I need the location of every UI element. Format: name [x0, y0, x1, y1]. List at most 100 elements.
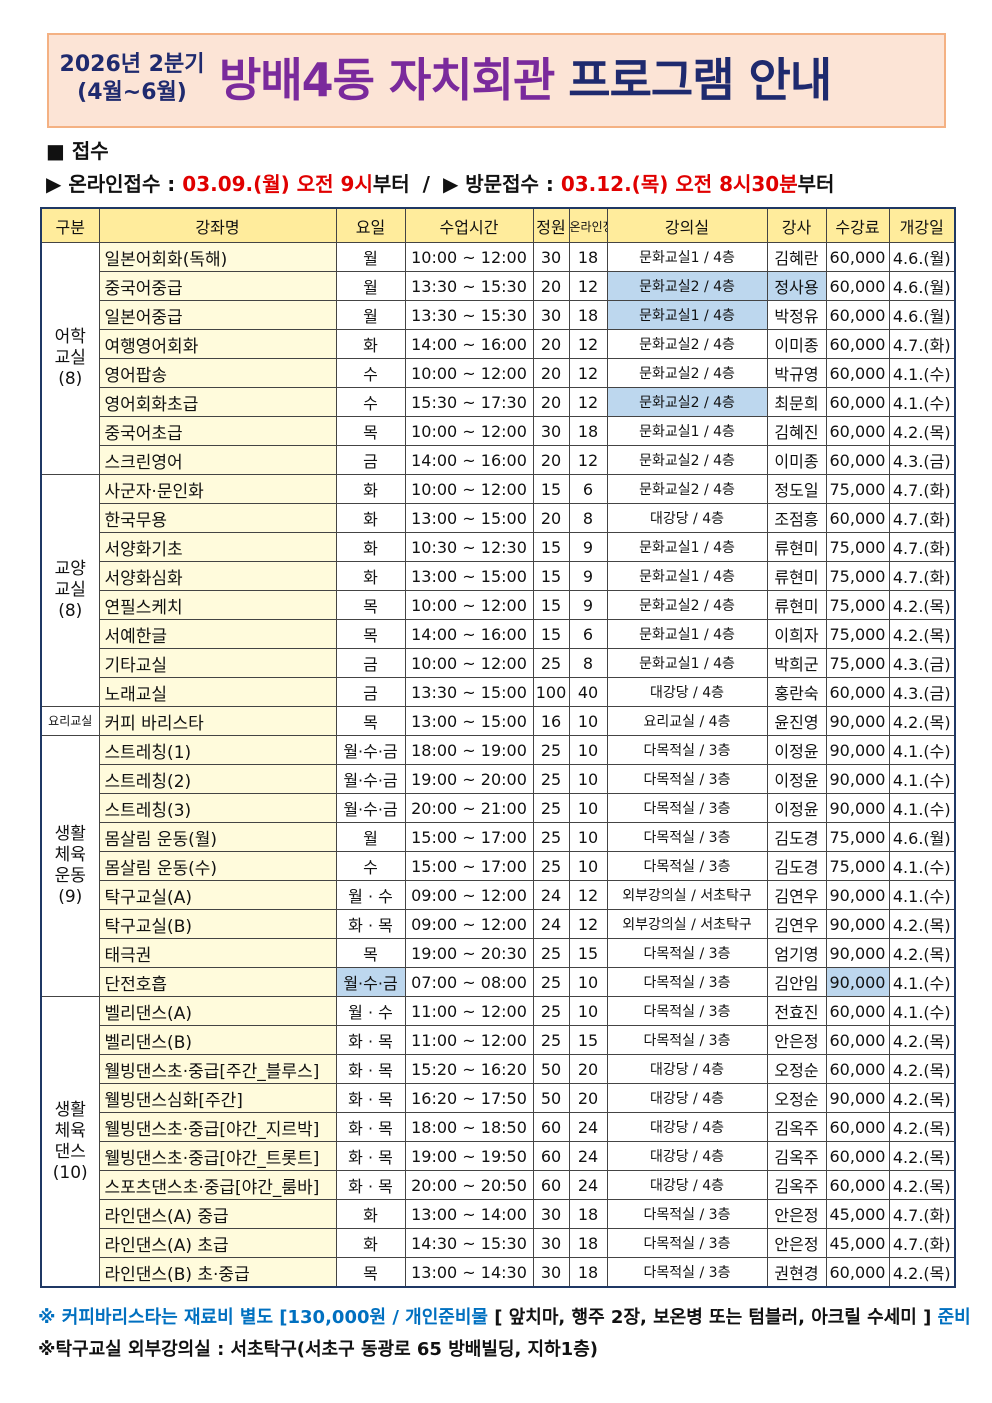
- table-cell: 문화교실2 / 4층: [606, 329, 768, 359]
- table-cell: 12: [568, 445, 608, 475]
- table-cell: 다목적실 / 3층: [606, 1228, 768, 1258]
- table-cell: 60,000: [825, 1025, 890, 1055]
- table-cell: 4.7.(화): [888, 474, 956, 504]
- table-cell: 60,000: [825, 1170, 890, 1200]
- table-cell: 한국무용: [98, 503, 337, 533]
- table-cell: 75,000: [825, 532, 890, 562]
- table-cell: 4.2.(목): [888, 1083, 956, 1113]
- table-row: 노래교실 금 13:30 ~ 15:00 100 40 대강당 / 4층 홍란숙 60,000…: [41, 677, 956, 707]
- table-cell: 25: [532, 851, 570, 881]
- table-cell: 18: [568, 300, 608, 330]
- table-cell: 9: [568, 561, 608, 591]
- table-row: 몸살림 운동(월) 월 15:00 ~ 17:00 25 10 다목적실 / 3층 김도경 7…: [41, 822, 956, 852]
- table-cell: 월: [335, 822, 406, 852]
- table-row: 벨리댄스(B) 화 · 목 11:00 ~ 12:00 25 15 다목적실 / 3층 안은…: [41, 1025, 956, 1055]
- table-cell: 12: [568, 358, 608, 388]
- table-row: 웰빙댄스초·중급[야간_트롯트] 화 · 목 19:00 ~ 19:50 60 24 대강…: [41, 1141, 956, 1171]
- table-cell: 문화교실1 / 4층: [606, 416, 768, 446]
- table-cell: 일본어중급: [98, 300, 337, 330]
- table-cell: 4.7.(화): [888, 561, 956, 591]
- table-row: 영어회화초급 수 15:30 ~ 17:30 20 12 문화교실2 / 4층 최문희 60,…: [41, 387, 956, 417]
- table-cell: 20: [532, 445, 570, 475]
- table-cell: 25: [532, 1025, 570, 1055]
- table-cell: 25: [532, 938, 570, 968]
- table-cell: 김도경: [766, 822, 827, 852]
- table-cell: 이미종: [766, 445, 827, 475]
- table-cell: 문화교실1 / 4층: [606, 242, 768, 272]
- table-cell: 25: [532, 967, 570, 997]
- table-cell: 90,000: [825, 909, 890, 939]
- table-cell: 류현미: [766, 561, 827, 591]
- table-cell: 20: [532, 358, 570, 388]
- table-row: 라인댄스(B) 초·중급 목 13:00 ~ 14:30 30 18 다목적실 / 3층 권…: [41, 1257, 956, 1288]
- table-cell: 월·수·금: [335, 764, 406, 794]
- table-cell: 60,000: [825, 242, 890, 272]
- table-cell: 90,000: [825, 1083, 890, 1113]
- table-cell: 대강당 / 4층: [606, 677, 768, 707]
- table-cell: 이정윤: [766, 764, 827, 794]
- table-cell: 10:00 ~ 12:00: [404, 416, 534, 446]
- table-cell: 문화교실1 / 4층: [606, 648, 768, 678]
- table-cell: 15:30 ~ 17:30: [404, 387, 534, 417]
- table-cell: 몸살림 운동(월): [98, 822, 337, 852]
- table-cell: 사군자·문인화: [98, 474, 337, 504]
- table-cell: 75,000: [825, 851, 890, 881]
- table-cell: 45,000: [825, 1199, 890, 1229]
- table-cell: 75,000: [825, 619, 890, 649]
- table-cell: 20: [568, 1054, 608, 1084]
- note: ※ 커피바리스타는 재료비 별도 [130,000원 / 개인준비물 [ 앞치마…: [38, 1303, 971, 1329]
- table-cell: 수: [335, 851, 406, 881]
- table-cell: 50: [532, 1083, 570, 1113]
- table-cell: 30: [532, 1228, 570, 1258]
- table-cell: 월·수·금: [335, 793, 406, 823]
- note: ※탁구교실 외부강의실 : 서초탁구(서초구 동광로 65 방배빌딩, 지하1층…: [38, 1339, 598, 1360]
- table-cell: 탁구교실(A): [98, 880, 337, 910]
- table-cell: 권현경: [766, 1257, 827, 1288]
- table-cell: 13:00 ~ 15:00: [404, 706, 534, 736]
- table-row: 웰빙댄스초·중급[야간_지르박] 화 · 목 18:00 ~ 18:50 60 24 대강…: [41, 1112, 956, 1142]
- header-text: 정원: [536, 217, 566, 237]
- table-cell: 10: [568, 764, 608, 794]
- table-row: 웰빙댄스심화[주간] 화 · 목 16:20 ~ 17:50 50 20 대강당 / 4층…: [41, 1083, 956, 1113]
- program-table: 구분강좌명요일수업시간정원온라인정원강의실강사수강료개강일어학교실(8)일본어회…: [40, 207, 956, 1288]
- table-cell: 몸살림 운동(수): [98, 851, 337, 881]
- header-box: 2026년 2분기 (4월~6월) 방배4동 자치회관 프로그램 안내: [47, 33, 946, 128]
- table-cell: 25: [532, 793, 570, 823]
- table-cell: 07:00 ~ 08:00: [404, 967, 534, 997]
- table-cell: 13:30 ~ 15:30: [404, 300, 534, 330]
- table-cell: 월 · 수: [335, 880, 406, 910]
- table-cell: 스트레칭(3): [98, 793, 337, 823]
- table-cell: 4.1.(수): [888, 387, 956, 417]
- table-cell: 60: [532, 1112, 570, 1142]
- table-cell: 15: [568, 1025, 608, 1055]
- table-cell: 화: [335, 532, 406, 562]
- table-cell: 문화교실1 / 4층: [606, 561, 768, 591]
- table-cell: 김옥주: [766, 1141, 827, 1171]
- table-cell: 4.2.(목): [888, 706, 956, 736]
- group-count: (10): [52, 1162, 88, 1183]
- table-cell: 문화교실1 / 4층: [606, 532, 768, 562]
- table-cell: 다목적실 / 3층: [606, 1025, 768, 1055]
- table-row: 태극권 목 19:00 ~ 20:30 25 15 다목적실 / 3층 엄기영 90,000 4…: [41, 938, 956, 968]
- table-cell: 18: [568, 1228, 608, 1258]
- table-cell: 24: [532, 880, 570, 910]
- table-cell: 김연우: [766, 880, 827, 910]
- table-cell: 연필스케치: [98, 590, 337, 620]
- title-part: 프로그램 안내: [568, 53, 832, 107]
- table-cell: 10:00 ~ 12:00: [404, 648, 534, 678]
- table-cell: 30: [532, 242, 570, 272]
- separator: /: [422, 172, 430, 196]
- table-cell: 90,000: [825, 967, 890, 997]
- table-cell: 11:00 ~ 12:00: [404, 996, 534, 1026]
- header-text: 온라인정원: [569, 220, 606, 234]
- table-cell: 금: [335, 445, 406, 475]
- table-cell: 18: [568, 1257, 608, 1288]
- table-cell: 문화교실2 / 4층: [606, 271, 768, 301]
- table-cell: 영어회화초급: [98, 387, 337, 417]
- table-cell: 스트레칭(1): [98, 735, 337, 765]
- table-cell: 금: [335, 677, 406, 707]
- table-cell: 8: [568, 503, 608, 533]
- header-cell: 수강료: [825, 207, 890, 243]
- table-row: 어학교실 (8) 일본어회화(독해) 월 10:00 ~ 12:00 30 18 문화교실1 …: [40, 242, 956, 475]
- table-cell: 홍란숙: [766, 677, 827, 707]
